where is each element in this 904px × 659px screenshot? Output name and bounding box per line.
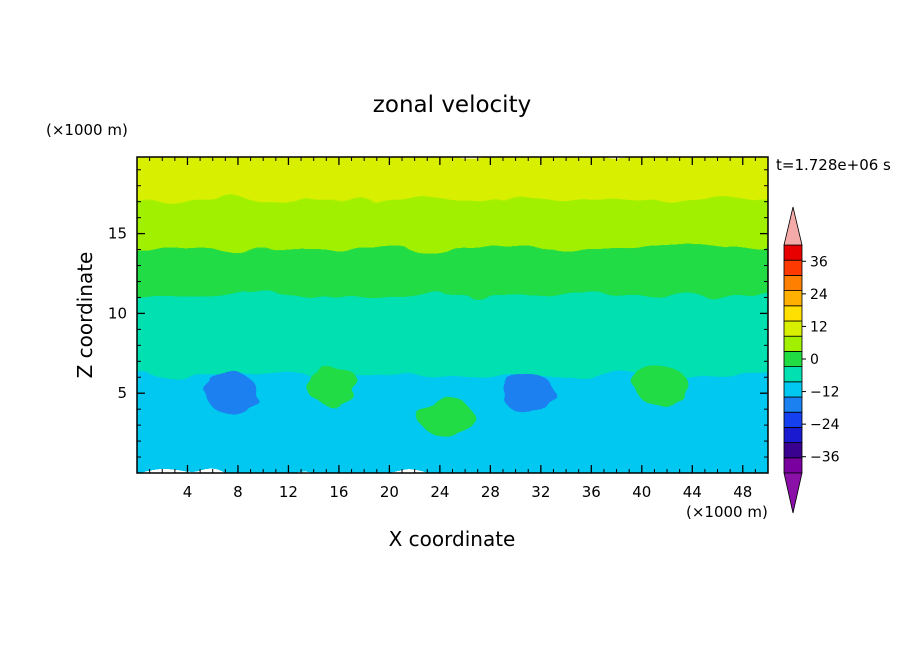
colorbar-segment	[783, 457, 803, 474]
colorbar-tick-label: 12	[810, 319, 828, 335]
y-axis-unit: (×1000 m)	[46, 121, 128, 139]
colorbar-segment	[783, 396, 803, 413]
x-tick-label: 8	[233, 483, 243, 501]
x-axis-label: X coordinate	[389, 527, 516, 551]
time-label: t=1.728e+06 s	[776, 156, 891, 174]
colorbar-tick-label: 36	[810, 254, 828, 270]
x-tick-label: 24	[430, 483, 449, 501]
contour-blob	[502, 373, 555, 414]
colorbar-tick-label: 0	[810, 352, 819, 368]
contour-field	[137, 157, 768, 473]
colorbar-segment	[783, 274, 803, 291]
x-tick-label: 16	[329, 483, 348, 501]
x-axis-unit: (×1000 m)	[686, 503, 768, 521]
contour-band	[137, 157, 768, 204]
colorbar-tick-label: −24	[810, 417, 840, 433]
contour-blob	[306, 365, 359, 406]
colorbar-tick-label: −36	[810, 450, 840, 466]
colorbar-segment	[783, 411, 803, 428]
colorbar-segment	[783, 381, 803, 398]
x-tick-label: 40	[632, 483, 651, 501]
chart-title: zonal velocity	[373, 92, 531, 118]
x-tick-label: 36	[582, 483, 601, 501]
contour-band	[137, 199, 768, 252]
contour-band	[137, 247, 768, 300]
y-tick-label: 15	[108, 225, 127, 243]
y-tick-label: 5	[117, 384, 127, 402]
y-axis: 5 10 15	[108, 169, 768, 458]
y-tick-label: 10	[108, 304, 127, 322]
colorbar: 36 24 12 0 −12 −24 −36	[783, 206, 840, 514]
colorbar-segment	[783, 320, 803, 337]
x-tick-label: 32	[531, 483, 550, 501]
colorbar-segment	[783, 350, 803, 367]
y-axis-label: Z coordinate	[73, 252, 97, 379]
x-tick-label: 28	[481, 483, 500, 501]
colorbar-segment	[783, 305, 803, 322]
x-tick-label: 4	[183, 483, 193, 501]
x-axis: 4 8 12 16 20 24 28 32 36 40 44 48	[149, 157, 756, 501]
colorbar-segment	[783, 426, 803, 443]
colorbar-segment	[783, 259, 803, 276]
colorbar-segment	[783, 290, 803, 307]
x-tick-label: 44	[683, 483, 702, 501]
colorbar-tick-label: −12	[810, 385, 840, 401]
x-tick-label: 12	[279, 483, 298, 501]
colorbar-segment	[783, 366, 803, 383]
contour-band	[137, 295, 768, 380]
x-tick-label: 20	[380, 483, 399, 501]
contour-blob	[205, 373, 258, 414]
colorbar-segment	[783, 244, 803, 261]
x-tick-label: 48	[733, 483, 752, 501]
contour-blob	[420, 397, 473, 438]
colorbar-segment	[783, 442, 803, 459]
colorbar-segment	[783, 335, 803, 352]
colorbar-over-triangle	[783, 206, 803, 246]
colorbar-under-triangle	[783, 472, 803, 514]
contour-blob	[634, 365, 687, 406]
colorbar-tick-label: 24	[810, 287, 828, 303]
